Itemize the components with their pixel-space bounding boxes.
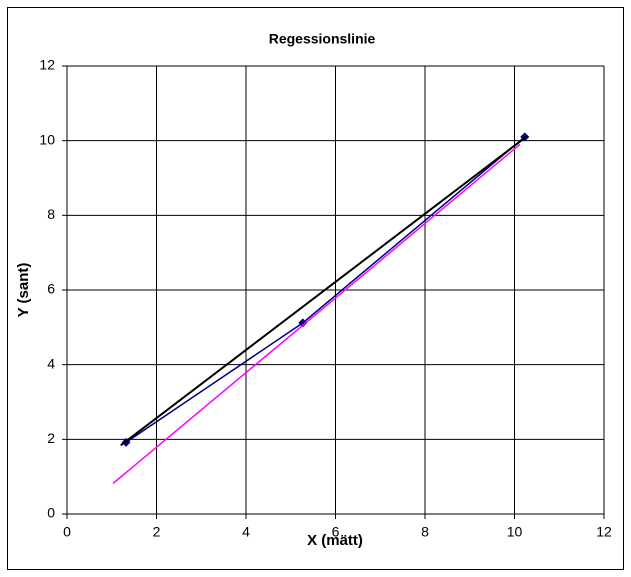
x-tick-label: 2 (153, 524, 161, 540)
y-tick-label: 8 (47, 206, 55, 222)
x-tick-label: 12 (596, 524, 612, 540)
data-point (298, 318, 308, 328)
y-tick-label: 6 (47, 281, 55, 297)
chart-title: Regessionslinie (269, 31, 376, 47)
y-tick-label: 2 (47, 430, 55, 446)
x-tick-label: 4 (242, 524, 250, 540)
y-tick-label: 10 (39, 131, 55, 147)
y-axis-label: Y (sant) (15, 263, 32, 318)
x-tick-label: 6 (332, 524, 340, 540)
series-line (120, 135, 528, 447)
chart-border (7, 7, 624, 570)
y-tick-label: 0 (47, 505, 55, 521)
y-tick-label: 4 (47, 355, 55, 371)
x-axis-label: X (mätt) (307, 532, 363, 549)
x-tick-label: 8 (421, 524, 429, 540)
x-tick-label: 10 (507, 524, 523, 540)
x-tick-label: 0 (63, 524, 71, 540)
series-line (112, 143, 521, 484)
y-tick-label: 12 (39, 57, 55, 73)
